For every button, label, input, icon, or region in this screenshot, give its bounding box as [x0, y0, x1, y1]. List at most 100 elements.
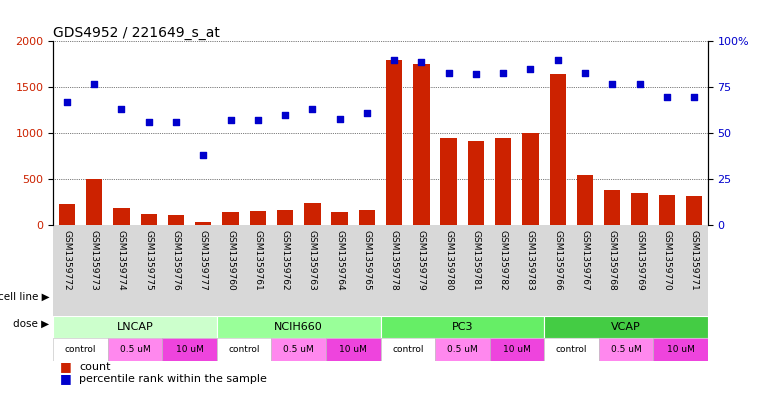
Text: GSM1359767: GSM1359767 — [581, 230, 590, 291]
Bar — [326, 338, 380, 360]
Bar — [86, 180, 102, 226]
Point — [252, 118, 264, 124]
Point — [524, 66, 537, 72]
Text: percentile rank within the sample: percentile rank within the sample — [79, 374, 267, 384]
Point — [633, 81, 645, 87]
Text: 10 uM: 10 uM — [667, 345, 694, 354]
Bar — [380, 338, 435, 360]
Bar — [686, 196, 702, 226]
Text: PC3: PC3 — [451, 322, 473, 332]
Text: GSM1359762: GSM1359762 — [281, 230, 289, 290]
Bar — [380, 316, 544, 338]
Bar — [162, 338, 217, 360]
Bar — [544, 338, 599, 360]
Point — [470, 71, 482, 77]
Bar — [577, 175, 594, 226]
Text: control: control — [228, 345, 260, 354]
Text: GSM1359765: GSM1359765 — [362, 230, 371, 291]
Text: GSM1359761: GSM1359761 — [253, 230, 263, 291]
Point — [416, 59, 428, 65]
Bar — [277, 210, 293, 226]
Bar — [108, 338, 162, 360]
Text: GSM1359777: GSM1359777 — [199, 230, 208, 291]
Text: ■: ■ — [60, 373, 72, 386]
Point — [88, 81, 100, 87]
Bar — [435, 338, 489, 360]
Text: LNCAP: LNCAP — [116, 322, 154, 332]
Bar — [489, 338, 544, 360]
Point — [497, 70, 509, 76]
Text: GSM1359778: GSM1359778 — [390, 230, 399, 291]
Text: GSM1359782: GSM1359782 — [498, 230, 508, 290]
Bar — [222, 212, 239, 226]
Point — [361, 110, 373, 116]
Bar — [544, 316, 708, 338]
Text: cell line ▶: cell line ▶ — [0, 292, 49, 302]
Text: GSM1359781: GSM1359781 — [472, 230, 480, 291]
Text: GSM1359768: GSM1359768 — [608, 230, 616, 291]
Point — [61, 99, 73, 105]
Point — [607, 81, 619, 87]
Bar — [217, 316, 380, 338]
Bar — [113, 208, 129, 226]
Bar — [386, 60, 403, 226]
Point — [197, 152, 209, 159]
Bar — [522, 133, 539, 226]
Text: dose ▶: dose ▶ — [14, 319, 49, 329]
Bar — [659, 195, 675, 226]
Bar — [167, 215, 184, 226]
Bar — [632, 193, 648, 226]
Point — [170, 119, 182, 125]
Bar — [53, 338, 108, 360]
Bar — [653, 338, 708, 360]
Text: GSM1359783: GSM1359783 — [526, 230, 535, 291]
Bar — [250, 211, 266, 226]
Bar — [468, 141, 484, 226]
Point — [306, 106, 318, 112]
Text: GSM1359776: GSM1359776 — [171, 230, 180, 291]
Point — [579, 70, 591, 76]
Text: 0.5 uM: 0.5 uM — [610, 345, 642, 354]
Text: GSM1359766: GSM1359766 — [553, 230, 562, 291]
Point — [552, 57, 564, 63]
Bar — [358, 210, 375, 226]
Text: GSM1359763: GSM1359763 — [308, 230, 317, 291]
Text: ■: ■ — [60, 360, 72, 373]
Text: GSM1359772: GSM1359772 — [62, 230, 72, 290]
Point — [388, 57, 400, 63]
Text: 10 uM: 10 uM — [503, 345, 530, 354]
Bar — [599, 338, 653, 360]
Text: 10 uM: 10 uM — [176, 345, 203, 354]
Bar — [441, 138, 457, 226]
Text: control: control — [556, 345, 587, 354]
Text: control: control — [65, 345, 97, 354]
Bar — [304, 203, 320, 226]
Text: GSM1359779: GSM1359779 — [417, 230, 426, 291]
Bar — [549, 73, 566, 226]
Bar — [141, 215, 157, 226]
Bar — [272, 338, 326, 360]
Point — [443, 70, 455, 76]
Text: VCAP: VCAP — [611, 322, 641, 332]
Point — [142, 119, 154, 125]
Bar — [332, 212, 348, 226]
Bar — [53, 316, 217, 338]
Text: 0.5 uM: 0.5 uM — [447, 345, 478, 354]
Text: GSM1359760: GSM1359760 — [226, 230, 235, 291]
Text: 10 uM: 10 uM — [339, 345, 367, 354]
Text: control: control — [392, 345, 424, 354]
Text: GSM1359770: GSM1359770 — [662, 230, 671, 291]
Text: GSM1359771: GSM1359771 — [689, 230, 699, 291]
Text: GSM1359764: GSM1359764 — [335, 230, 344, 290]
Bar — [195, 222, 212, 226]
Point — [661, 94, 673, 100]
Point — [333, 116, 345, 122]
Text: GSM1359780: GSM1359780 — [444, 230, 453, 291]
Point — [688, 94, 700, 100]
Text: NCIH660: NCIH660 — [274, 322, 323, 332]
Text: 0.5 uM: 0.5 uM — [283, 345, 314, 354]
Point — [279, 112, 291, 118]
Bar — [59, 204, 75, 226]
Bar — [495, 138, 511, 226]
Point — [116, 106, 128, 112]
